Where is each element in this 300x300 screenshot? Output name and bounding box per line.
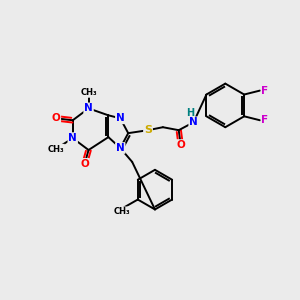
Text: H: H	[187, 108, 195, 118]
Text: N: N	[189, 117, 198, 127]
Text: CH₃: CH₃	[114, 207, 130, 216]
Text: N: N	[116, 143, 125, 153]
Text: O: O	[52, 113, 60, 123]
Text: N: N	[68, 133, 77, 143]
Text: F: F	[261, 85, 268, 96]
Text: O: O	[176, 140, 185, 150]
Text: F: F	[261, 115, 268, 125]
Text: CH₃: CH₃	[48, 145, 64, 154]
Text: N: N	[116, 113, 125, 123]
Text: O: O	[80, 159, 89, 169]
Text: CH₃: CH₃	[80, 88, 97, 97]
Text: S: S	[144, 125, 152, 135]
Text: N: N	[84, 103, 93, 113]
